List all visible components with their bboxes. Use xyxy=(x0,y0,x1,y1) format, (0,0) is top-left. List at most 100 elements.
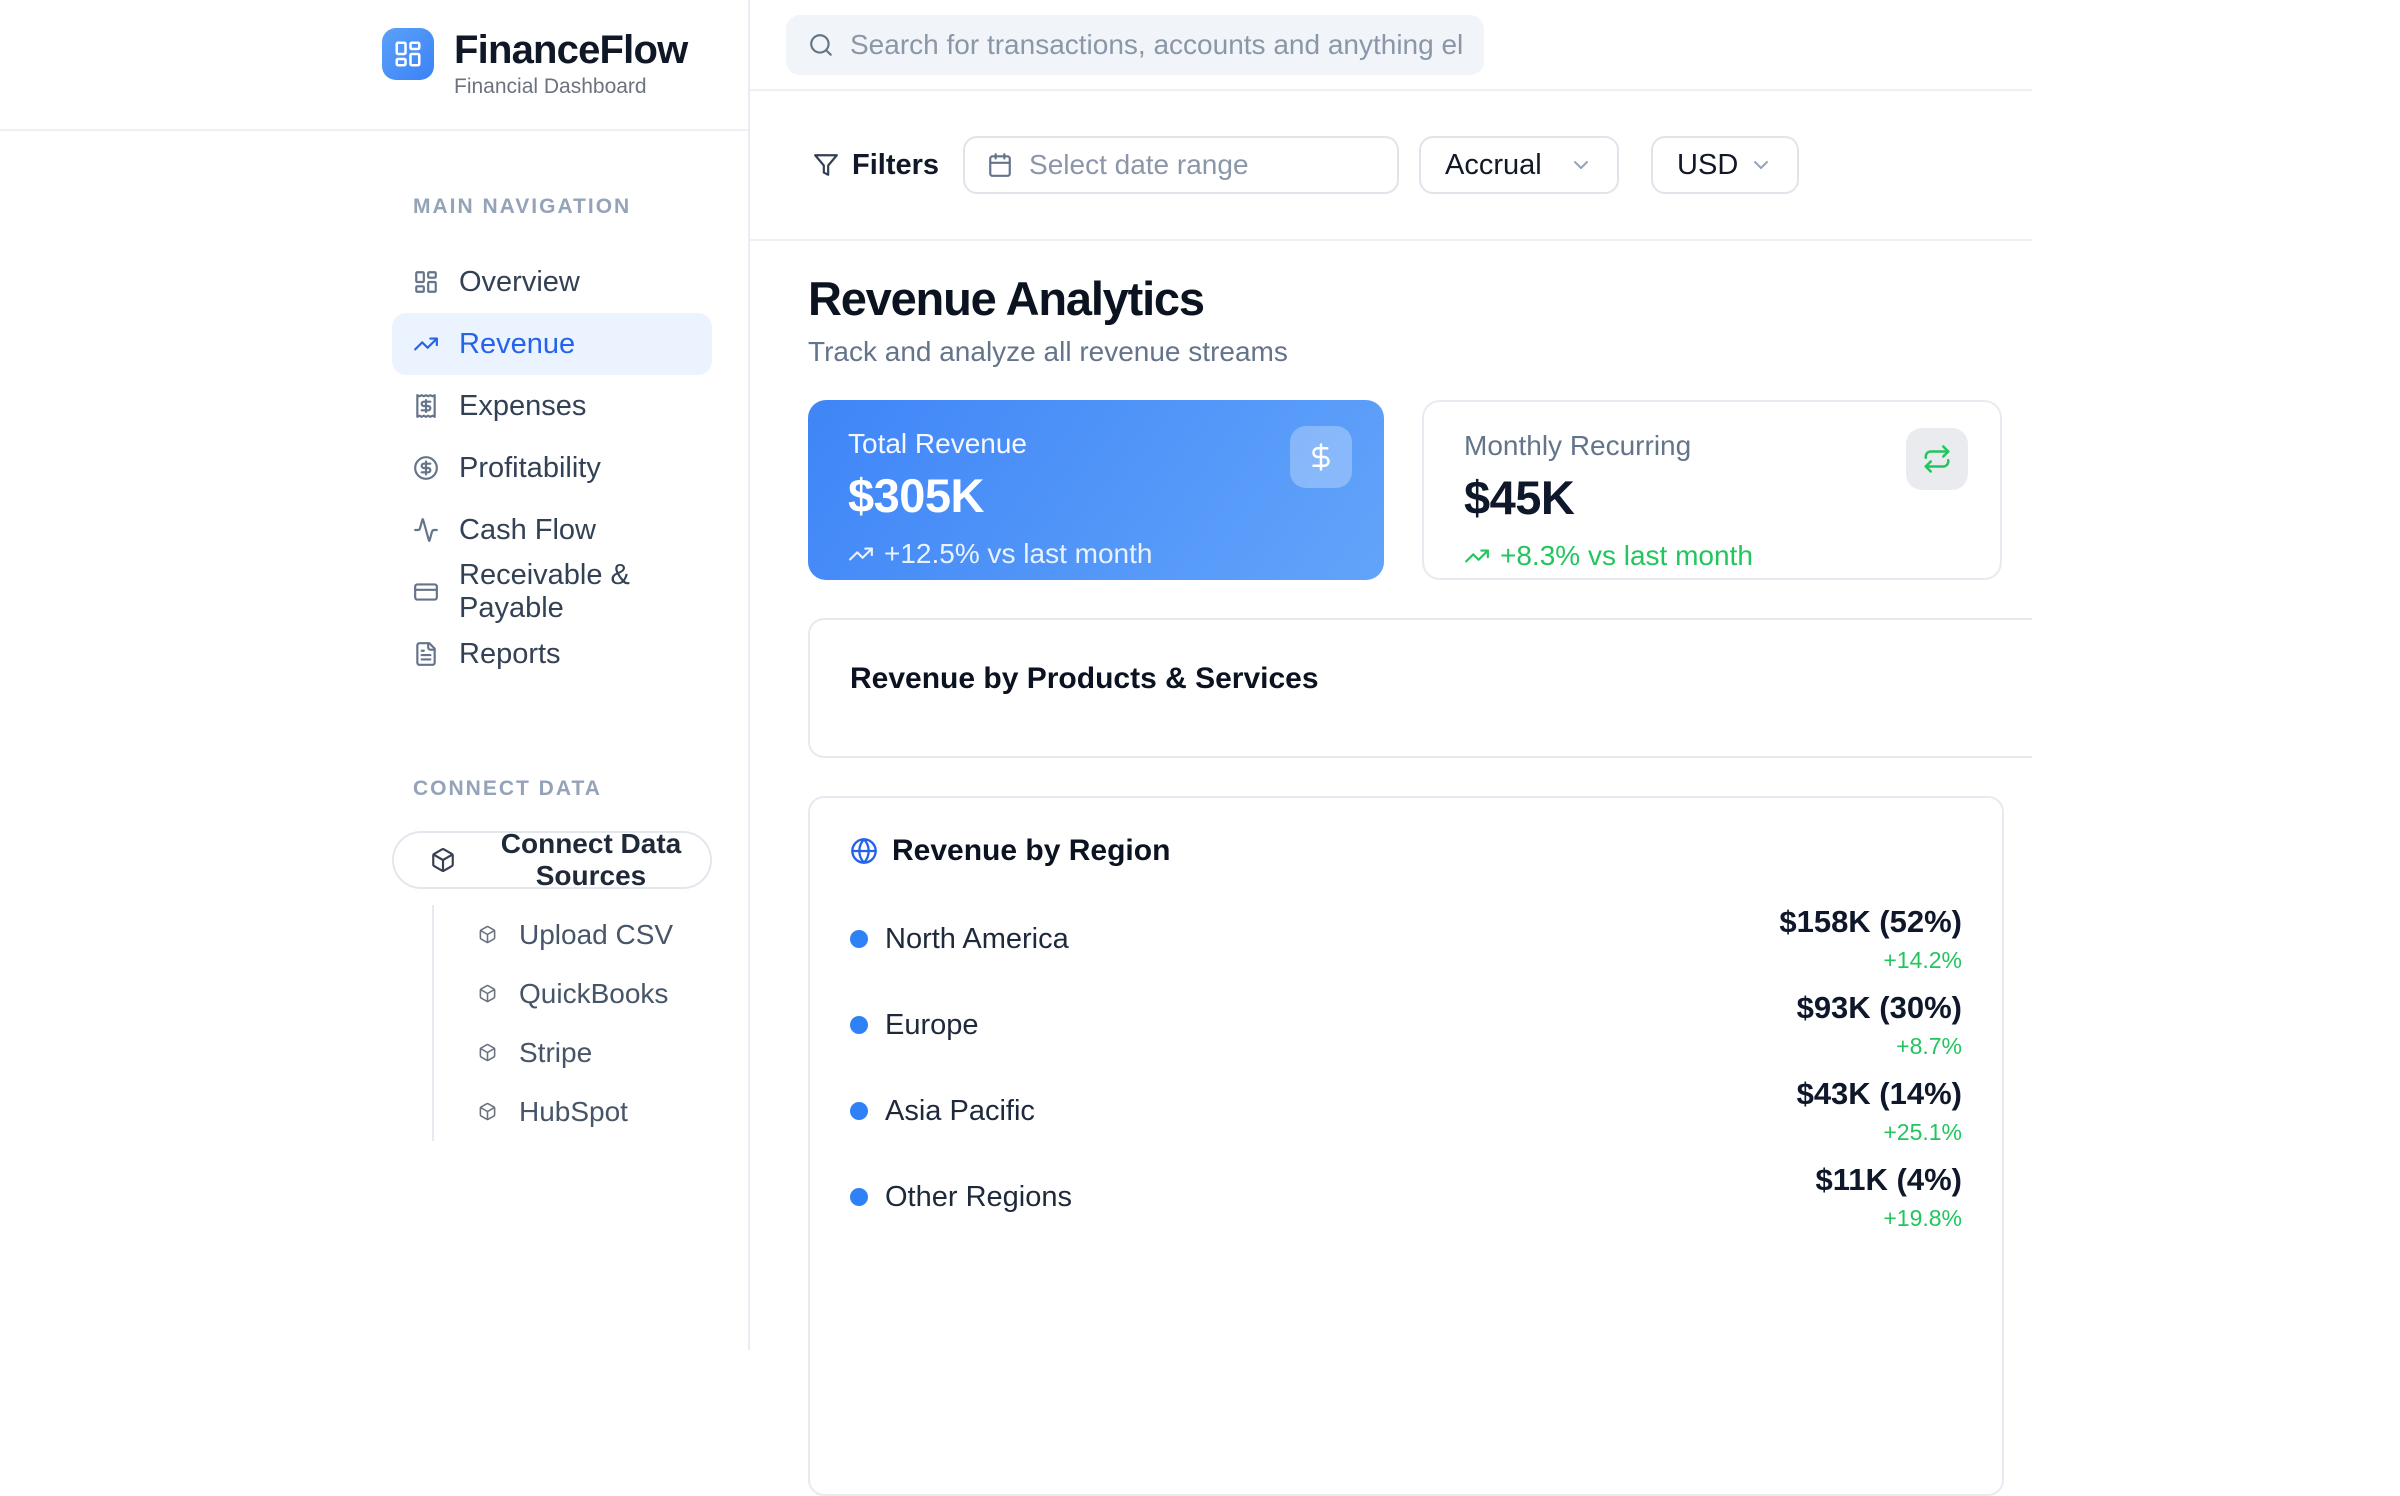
sidebar-item-label: Profitability xyxy=(459,451,601,484)
receipt-icon xyxy=(413,393,439,419)
page-content: Revenue Analytics Track and analyze all … xyxy=(750,271,2032,1496)
circle-dollar-icon xyxy=(413,455,439,481)
sidebar-item-revenue[interactable]: Revenue xyxy=(392,313,712,375)
region-name: Asia Pacific xyxy=(885,1094,1035,1127)
sidebar-item-label: Overview xyxy=(459,265,580,298)
connect-item-quickbooks[interactable]: QuickBooks xyxy=(478,964,712,1023)
connect-item-label: HubSpot xyxy=(519,1095,628,1127)
region-list: North America $158K (52%) +14.2% Europe … xyxy=(850,896,1962,1240)
connect-item-upload-csv[interactable]: Upload CSV xyxy=(478,905,712,964)
region-name: North America xyxy=(885,922,1069,955)
top-header: Search for transactions, accounts and an… xyxy=(750,0,2032,91)
connect-item-stripe[interactable]: Stripe xyxy=(478,1023,712,1082)
region-value: $158K (52%) xyxy=(1779,904,1962,939)
region-change: +25.1% xyxy=(1883,1119,1962,1145)
products-card-title: Revenue by Products & Services xyxy=(850,662,1319,695)
box-icon xyxy=(430,847,456,873)
stat-value: $45K xyxy=(1464,471,1575,524)
region-dot-icon xyxy=(850,1016,868,1034)
sidebar-item-receivable-payable[interactable]: Receivable & Payable xyxy=(392,559,712,624)
sidebar-item-label: Receivable & Payable xyxy=(459,559,630,624)
filter-bar: Filters Select date range Accrual USD xyxy=(750,91,2032,241)
currency-value: USD xyxy=(1677,148,1739,181)
region-row-europe: Europe $93K (30%) +8.7% xyxy=(850,982,1962,1068)
sidebar-item-label: Expenses xyxy=(459,389,587,422)
trending-up-icon xyxy=(848,541,874,567)
region-dot-icon xyxy=(850,930,868,948)
globe-icon xyxy=(850,837,878,865)
box-icon xyxy=(478,1043,497,1062)
stat-value: $305K xyxy=(848,469,985,522)
region-dot-icon xyxy=(850,1188,868,1206)
box-icon xyxy=(478,1102,497,1121)
date-range-input[interactable]: Select date range xyxy=(963,136,1400,194)
filters-label: Filters xyxy=(852,148,940,181)
sidebar-divider xyxy=(0,129,748,131)
connect-item-hubspot[interactable]: HubSpot xyxy=(478,1082,712,1141)
search-icon xyxy=(808,32,834,58)
sidebar-item-label: Cash Flow xyxy=(459,513,596,546)
calendar-icon xyxy=(987,152,1013,178)
region-card-header: Revenue by Region xyxy=(850,834,1962,868)
region-value: $93K (30%) xyxy=(1796,990,1962,1025)
filters-button[interactable]: Filters xyxy=(813,149,939,182)
box-icon xyxy=(478,925,497,944)
sidebar-item-cash-flow[interactable]: Cash Flow xyxy=(392,499,712,561)
connect-section-label: CONNECT DATA xyxy=(413,777,602,800)
sidebar-item-reports[interactable]: Reports xyxy=(392,623,712,685)
app-title: FinanceFlow xyxy=(454,28,688,72)
connect-button-label: Connect Data Sources xyxy=(500,828,682,891)
stat-label: Total Revenue xyxy=(848,428,1028,459)
brand-text: FinanceFlow Financial Dashboard xyxy=(454,28,688,99)
connect-item-label: Stripe xyxy=(519,1036,593,1068)
currency-select[interactable]: USD xyxy=(1651,136,1800,194)
region-name: Europe xyxy=(885,1008,979,1041)
region-change: +14.2% xyxy=(1883,947,1962,973)
box-icon xyxy=(478,984,497,1003)
region-row-other-regions: Other Regions $11K (4%) +19.8% xyxy=(850,1154,1962,1240)
stat-cards-row: Total Revenue $305K +12.5% vs last month… xyxy=(808,400,2002,580)
stat-change: +8.3% vs last month xyxy=(1464,540,1960,572)
sidebar: FinanceFlow Financial Dashboard MAIN NAV… xyxy=(0,0,750,1350)
sidebar-item-label: Reports xyxy=(459,637,561,670)
repeat-icon xyxy=(1906,428,1968,490)
monthly-recurring-card: Monthly Recurring $45K +8.3% vs last mon… xyxy=(1422,400,2002,580)
app-logo-icon xyxy=(382,28,434,80)
connect-data-sources-button[interactable]: Connect Data Sources xyxy=(392,828,712,891)
region-change: +19.8% xyxy=(1883,1205,1962,1231)
accounting-basis-select[interactable]: Accrual xyxy=(1419,136,1620,194)
main-content: Search for transactions, accounts and an… xyxy=(750,0,2032,1496)
filter-icon xyxy=(813,152,839,178)
chevron-down-icon xyxy=(1569,153,1593,177)
app-tagline: Financial Dashboard xyxy=(454,75,647,98)
dollar-sign-icon xyxy=(1290,426,1352,488)
region-dot-icon xyxy=(850,1102,868,1120)
brand: FinanceFlow Financial Dashboard xyxy=(0,0,748,99)
layout-dashboard-icon xyxy=(413,269,439,295)
activity-icon xyxy=(413,517,439,543)
sidebar-item-profitability[interactable]: Profitability xyxy=(392,437,712,499)
region-row-asia-pacific: Asia Pacific $43K (14%) +25.1% xyxy=(850,1068,1962,1154)
stat-change-text: +12.5% vs last month xyxy=(884,538,1153,569)
file-text-icon xyxy=(413,641,439,667)
credit-card-icon xyxy=(413,579,439,605)
region-value: $11K (4%) xyxy=(1815,1162,1962,1197)
connect-item-label: Upload CSV xyxy=(519,918,674,950)
revenue-by-products-card: Revenue by Products & Services xyxy=(808,618,2032,758)
connect-item-label: QuickBooks xyxy=(519,977,669,1009)
stat-change: +12.5% vs last month xyxy=(848,538,1344,570)
region-name: Other Regions xyxy=(885,1180,1072,1213)
region-change: +8.7% xyxy=(1896,1033,1962,1059)
sidebar-item-overview[interactable]: Overview xyxy=(392,251,712,313)
revenue-by-region-card: Revenue by Region North America $158K (5… xyxy=(808,796,2004,1496)
connect-sources-list: Upload CSV QuickBooks Stripe HubSpot xyxy=(432,905,712,1141)
accounting-basis-value: Accrual xyxy=(1445,148,1542,181)
trending-up-icon xyxy=(413,331,439,357)
sidebar-item-expenses[interactable]: Expenses xyxy=(392,375,712,437)
page-subtitle: Track and analyze all revenue streams xyxy=(808,336,1288,367)
chevron-down-icon xyxy=(1749,153,1773,177)
search-input[interactable]: Search for transactions, accounts and an… xyxy=(786,14,1484,75)
page-title: Revenue Analytics xyxy=(808,272,1205,325)
nav-section-label: MAIN NAVIGATION xyxy=(413,195,632,218)
region-row-north-america: North America $158K (52%) +14.2% xyxy=(850,896,1962,982)
